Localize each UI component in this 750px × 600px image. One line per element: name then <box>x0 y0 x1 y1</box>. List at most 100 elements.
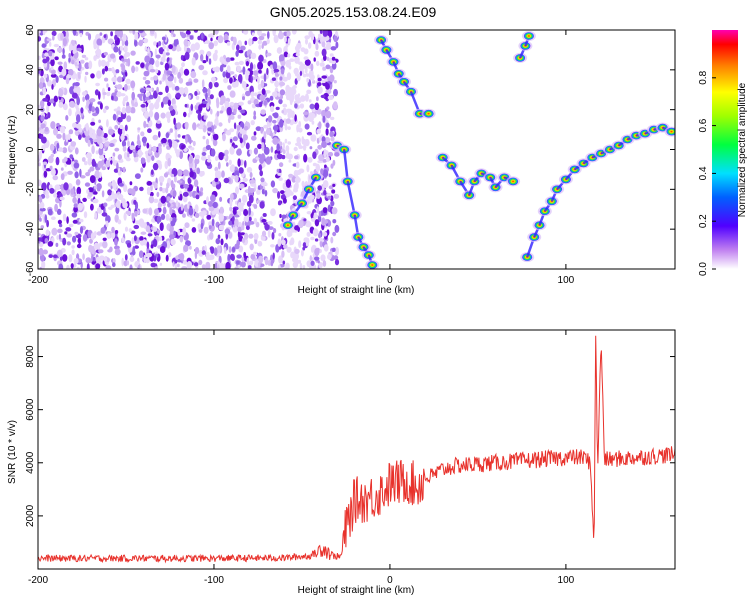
noise-speck <box>166 182 170 189</box>
noise-speck <box>173 117 176 126</box>
noise-speck <box>234 74 238 78</box>
noise-speck <box>123 53 127 59</box>
noise-speck <box>327 151 334 157</box>
noise-speck <box>214 166 219 172</box>
noise-speck <box>49 98 55 104</box>
noise-speck <box>304 35 311 40</box>
noise-speck <box>55 242 59 247</box>
noise-speck <box>107 67 113 72</box>
noise-speck <box>121 63 126 73</box>
noise-speck <box>156 86 160 94</box>
noise-speck <box>157 202 162 208</box>
noise-speck <box>165 111 171 119</box>
noise-speck <box>43 116 49 120</box>
noise-speck <box>261 188 265 195</box>
noise-speck <box>119 124 124 130</box>
noise-speck <box>67 133 71 141</box>
noise-speck <box>190 103 194 111</box>
noise-speck <box>317 82 322 87</box>
noise-speck <box>233 36 237 46</box>
noise-speck <box>217 234 221 240</box>
noise-speck <box>99 255 105 261</box>
noise-speck <box>82 96 85 102</box>
noise-speck <box>250 120 255 126</box>
noise-speck <box>253 147 258 155</box>
noise-speck <box>38 237 43 242</box>
noise-speck <box>210 148 216 157</box>
noise-speck <box>135 61 140 65</box>
snr-line <box>38 335 675 564</box>
noise-speck <box>146 247 150 254</box>
noise-speck <box>310 113 316 119</box>
noise-speck <box>38 195 43 203</box>
noise-speck <box>95 150 99 155</box>
noise-speck <box>153 255 157 262</box>
snr-x-label: Height of straight line (km) <box>298 585 415 596</box>
noise-speck <box>225 261 231 269</box>
noise-speck <box>59 196 65 201</box>
noise-speck <box>85 172 91 177</box>
noise-speck <box>39 207 46 212</box>
noise-speck <box>99 32 103 36</box>
noise-speck <box>44 126 49 132</box>
noise-speck <box>73 203 78 208</box>
noise-speck <box>321 79 326 84</box>
noise-speck <box>67 159 72 165</box>
noise-speck <box>148 149 152 154</box>
noise-speck <box>286 150 290 155</box>
noise-speck <box>329 53 334 57</box>
noise-speck <box>226 162 229 167</box>
noise-speck <box>318 121 322 130</box>
noise-speck <box>235 50 239 57</box>
noise-speck <box>127 140 130 147</box>
noise-speck <box>190 43 197 52</box>
noise-speck <box>294 248 300 254</box>
noise-speck <box>51 30 57 37</box>
noise-speck <box>140 231 147 235</box>
noise-speck <box>318 210 322 218</box>
noise-speck <box>118 159 124 163</box>
noise-speck <box>208 205 215 212</box>
noise-speck <box>140 62 145 69</box>
noise-speck <box>256 189 261 195</box>
noise-speck <box>317 77 322 82</box>
noise-speck <box>294 181 299 190</box>
noise-speck <box>322 260 327 267</box>
noise-speck <box>174 263 178 269</box>
noise-speck <box>143 93 146 102</box>
noise-speck <box>171 98 176 106</box>
noise-speck <box>51 52 55 59</box>
noise-speck <box>167 117 171 124</box>
colorbar-tick-label: 0.8 <box>698 70 709 84</box>
spectrogram-y-label: Frequency (Hz) <box>7 116 18 185</box>
trail-rising-branch <box>520 122 675 263</box>
noise-speck <box>99 102 103 110</box>
noise-speck <box>187 112 191 118</box>
noise-speck <box>294 155 299 160</box>
noise-speck <box>322 207 328 214</box>
noise-speck <box>116 110 122 115</box>
noise-speck <box>208 201 213 207</box>
noise-speck <box>114 34 118 41</box>
noise-speck <box>325 137 331 144</box>
noise-speck <box>193 78 199 83</box>
noise-speck <box>222 133 226 142</box>
noise-speck <box>156 216 162 223</box>
noise-speck <box>188 207 194 216</box>
noise-speck <box>223 246 227 254</box>
noise-speck <box>82 253 85 260</box>
noise-speck <box>56 133 62 139</box>
noise-speck <box>158 146 162 155</box>
noise-speck <box>41 260 46 269</box>
noise-speck <box>212 201 218 209</box>
noise-speck <box>318 33 322 39</box>
noise-speck <box>149 191 154 197</box>
noise-speck <box>175 149 180 158</box>
noise-speck <box>82 234 88 242</box>
noise-speck <box>72 30 77 36</box>
noise-speck <box>38 105 41 109</box>
noise-speck <box>85 152 92 159</box>
noise-speck <box>157 229 161 234</box>
noise-speck <box>90 203 94 211</box>
